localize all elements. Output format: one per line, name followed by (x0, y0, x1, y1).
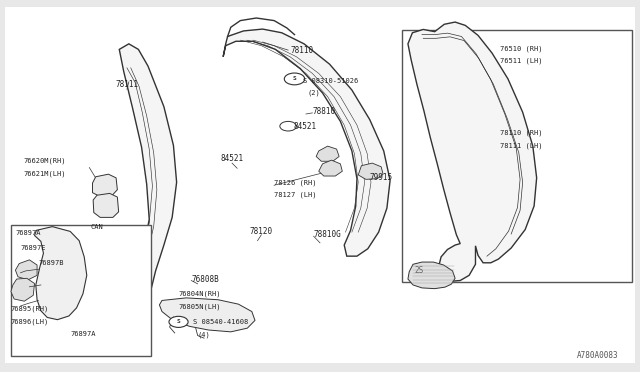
Text: 78120: 78120 (250, 227, 273, 235)
Text: (2): (2) (307, 90, 320, 96)
Text: 78810G: 78810G (314, 230, 341, 239)
Text: 76511 (LH): 76511 (LH) (500, 58, 542, 64)
Text: 76620M(RH): 76620M(RH) (24, 158, 66, 164)
Bar (11, 225, 151, 356)
Text: CAN: CAN (91, 224, 103, 230)
Text: 76621M(LH): 76621M(LH) (24, 171, 66, 177)
Polygon shape (223, 29, 390, 256)
Text: 78810: 78810 (312, 107, 335, 116)
Circle shape (284, 73, 305, 85)
Text: 76896(LH): 76896(LH) (11, 319, 49, 325)
Text: 78126 (RH): 78126 (RH) (274, 179, 317, 186)
Polygon shape (408, 262, 455, 289)
Text: S 08540-41608: S 08540-41608 (193, 319, 248, 325)
Text: 78110 (RH): 78110 (RH) (500, 129, 542, 136)
Text: 76897A: 76897A (70, 331, 96, 337)
Text: 78111: 78111 (115, 80, 138, 89)
Polygon shape (316, 146, 339, 161)
Text: S: S (292, 76, 296, 81)
Text: 2S: 2S (414, 266, 424, 275)
Circle shape (169, 316, 188, 327)
Text: 76897A: 76897A (15, 230, 41, 236)
Text: 76804N(RH): 76804N(RH) (179, 291, 221, 297)
Text: S 08310-51026: S 08310-51026 (303, 78, 358, 84)
Text: 79915: 79915 (370, 173, 393, 182)
Polygon shape (93, 193, 118, 217)
Polygon shape (35, 227, 87, 320)
Text: 78110: 78110 (291, 46, 314, 55)
Polygon shape (408, 22, 537, 281)
Text: 78111 (LH): 78111 (LH) (500, 142, 542, 149)
Text: 76897E: 76897E (20, 245, 46, 251)
Text: (4): (4) (198, 331, 211, 338)
Polygon shape (319, 160, 342, 176)
Polygon shape (159, 298, 255, 332)
Text: 76510 (RH): 76510 (RH) (500, 45, 542, 52)
Text: 76808B: 76808B (191, 275, 219, 283)
Text: 84521: 84521 (221, 154, 244, 163)
Text: 76805N(LH): 76805N(LH) (179, 304, 221, 310)
Polygon shape (119, 44, 177, 349)
Circle shape (280, 121, 296, 131)
Text: 76895(RH): 76895(RH) (11, 305, 49, 312)
Polygon shape (358, 163, 383, 179)
Text: S: S (177, 320, 180, 324)
Text: 84521: 84521 (293, 122, 316, 131)
Text: A780A0083: A780A0083 (577, 351, 618, 360)
Text: 76897B: 76897B (38, 260, 64, 266)
Polygon shape (93, 174, 117, 196)
Polygon shape (15, 260, 37, 280)
Polygon shape (11, 278, 35, 301)
Text: 78127 (LH): 78127 (LH) (274, 192, 317, 199)
Bar (401, 30, 632, 282)
